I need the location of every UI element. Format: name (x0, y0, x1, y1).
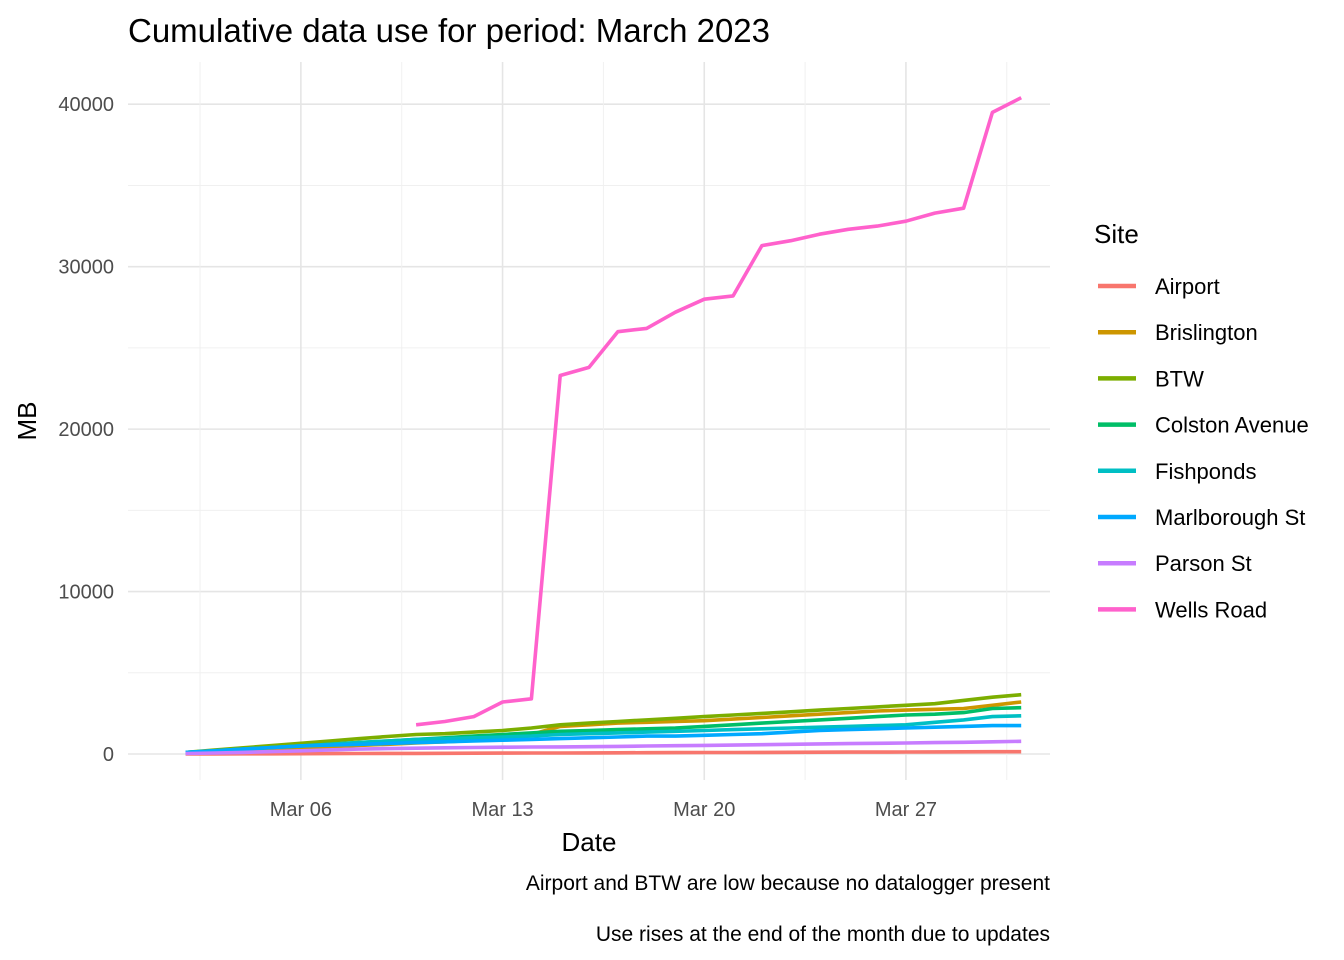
plot-panel (128, 62, 1050, 780)
legend: Site Airport Brislington BTW Colston Avenue… (1094, 219, 1309, 622)
y-tick-label: 30000 (58, 257, 114, 279)
caption-line-1: Airport and BTW are low because no datal… (526, 872, 1050, 895)
legend-label-fishponds: Fishponds (1155, 459, 1257, 484)
legend-label-btw: BTW (1155, 366, 1204, 391)
legend-label-brislington: Brislington (1155, 320, 1258, 345)
y-axis-title: MB (12, 402, 42, 441)
series-line-wells-road (415, 96, 1023, 727)
chart-title: Cumulative data use for period: March 20… (128, 12, 770, 49)
series-line-btw (185, 692, 1022, 755)
series-line-marlborough-st (185, 723, 1022, 755)
x-axis-ticks: Mar 06 Mar 13 Mar 20 Mar 27 (270, 799, 937, 821)
legend-title: Site (1094, 219, 1139, 249)
legend-label-wells-road: Wells Road (1155, 597, 1267, 622)
gridlines (128, 62, 1050, 780)
x-tick-label: Mar 20 (673, 799, 735, 821)
legend-label-marlborough-st: Marlborough St (1155, 505, 1305, 530)
y-axis-ticks: 0 10000 20000 30000 40000 (58, 94, 114, 766)
y-tick-label: 20000 (58, 419, 114, 441)
x-tick-label: Mar 13 (471, 799, 533, 821)
series-line-airport (185, 749, 1022, 756)
legend-label-colston-avenue: Colston Avenue (1155, 413, 1309, 438)
legend-label-airport: Airport (1155, 274, 1220, 299)
x-axis-title: Date (562, 827, 617, 857)
y-tick-label: 40000 (58, 94, 114, 116)
x-tick-label: Mar 27 (875, 799, 937, 821)
legend-label-parson-st: Parson St (1155, 551, 1252, 576)
legend-items: Airport Brislington BTW Colston Avenue Fishp… (1098, 274, 1309, 622)
x-tick-label: Mar 06 (270, 799, 332, 821)
y-tick-label: 10000 (58, 582, 114, 604)
series-lines (185, 96, 1023, 756)
caption-line-2: Use rises at the end of the month due to… (596, 923, 1050, 946)
series-line-parson-st (185, 739, 1022, 756)
y-tick-label: 0 (103, 744, 114, 766)
